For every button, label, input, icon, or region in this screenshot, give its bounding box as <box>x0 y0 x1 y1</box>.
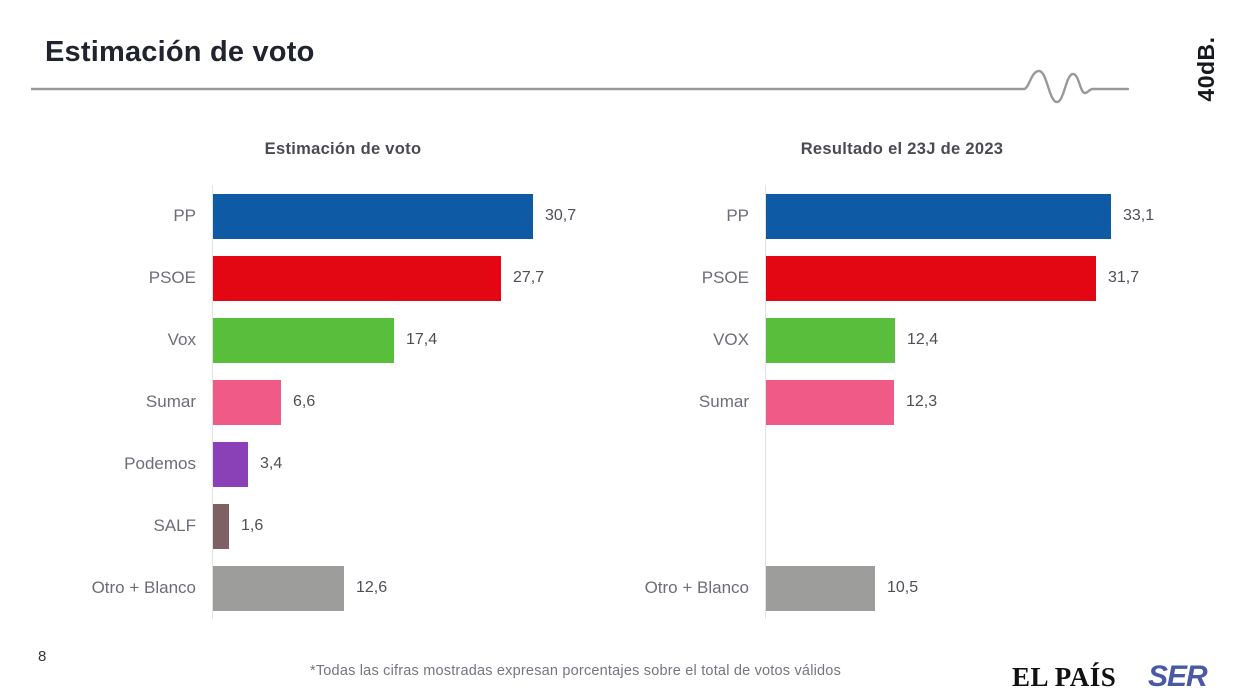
value-label: 1,6 <box>241 517 264 534</box>
bar-otro-blanco <box>212 565 344 611</box>
category-label: Sumar <box>145 392 196 411</box>
category-label: Otro + Blanco <box>91 578 196 597</box>
bar-row-podemos: Podemos 3,4 <box>38 433 648 495</box>
bar-row-psoe: PSOE 27,7 <box>38 247 648 309</box>
bar-salf <box>212 503 229 549</box>
value-label: 30,7 <box>545 207 577 224</box>
bar-row-vox: Vox 17,4 <box>38 309 648 371</box>
bar-row-salf: SALF 1,6 <box>38 495 648 557</box>
brand-40db-logo: 40dB. <box>1193 36 1219 102</box>
plot-area: 12,3 <box>765 371 1213 433</box>
plot-area: 10,5 <box>765 557 1213 619</box>
chart-resultado-23j: Resultado el 23J de 2023 PP 33,1 PSOE 31,7 V… <box>591 138 1213 619</box>
plot-area: 12,4 <box>765 309 1213 371</box>
category-label: Sumar <box>698 392 749 411</box>
bar-pp <box>765 193 1111 239</box>
value-label: 31,7 <box>1108 269 1140 286</box>
category-label: PSOE <box>701 268 749 287</box>
plot-area: 17,4 <box>212 309 648 371</box>
bar-psoe <box>765 255 1096 301</box>
bar-vox <box>765 317 895 363</box>
value-label: 3,4 <box>260 455 283 472</box>
bar-sumar <box>212 379 281 425</box>
bar-row-empty <box>591 495 1213 557</box>
category-label: Vox <box>167 330 196 349</box>
divider-wave-line <box>31 69 1130 104</box>
category-label: Otro + Blanco <box>644 578 749 597</box>
bar-row-sumar: Sumar 6,6 <box>38 371 648 433</box>
elpais-logo: EL PAÍS <box>1012 662 1117 692</box>
plot-area: 33,1 <box>765 185 1213 247</box>
y-axis-line <box>765 185 766 619</box>
ser-logo: SER <box>1148 660 1208 693</box>
bar-row-otro-blanco: Otro + Blanco 10,5 <box>591 557 1213 619</box>
bar-row-pp: PP 30,7 <box>38 185 648 247</box>
plot-area: 6,6 <box>212 371 648 433</box>
category-label: Podemos <box>124 454 196 473</box>
plot-area: 3,4 <box>212 433 648 495</box>
value-label: 12,4 <box>907 331 939 348</box>
bar-rows: PP 33,1 PSOE 31,7 VOX 12,4 Sumar 12,3 Otro + Bla… <box>591 185 1213 619</box>
category-label: PP <box>173 206 196 225</box>
bar-pp <box>212 193 533 239</box>
bar-row-otro-blanco: Otro + Blanco 12,6 <box>38 557 648 619</box>
category-label: PP <box>726 206 749 225</box>
plot-area: 27,7 <box>212 247 648 309</box>
page-number: 8 <box>38 648 47 665</box>
footnote: *Todas las cifras mostradas expresan por… <box>310 663 842 679</box>
plot-area: 30,7 <box>212 185 648 247</box>
value-label: 17,4 <box>406 331 438 348</box>
plot-area <box>765 433 1213 495</box>
value-label: 12,3 <box>906 393 938 410</box>
category-label: PSOE <box>148 268 196 287</box>
bar-row-vox: VOX 12,4 <box>591 309 1213 371</box>
plot-area: 1,6 <box>212 495 648 557</box>
value-label: 27,7 <box>513 269 545 286</box>
category-label: VOX <box>713 330 749 349</box>
value-label: 33,1 <box>1123 207 1155 224</box>
chart-estimacion-de-voto: Estimación de voto PP 30,7 PSOE 27,7 Vox 17,4… <box>38 138 648 619</box>
plot-area: 12,6 <box>212 557 648 619</box>
chart-title: Estimación de voto <box>264 140 422 158</box>
bar-otro-blanco <box>765 565 875 611</box>
value-label: 6,6 <box>293 393 316 410</box>
chart-title: Resultado el 23J de 2023 <box>800 140 1004 158</box>
plot-area <box>765 495 1213 557</box>
bar-podemos <box>212 441 248 487</box>
bar-rows: PP 30,7 PSOE 27,7 Vox 17,4 Sumar 6,6 Podemos 3,4 S… <box>38 185 648 619</box>
bar-sumar <box>765 379 894 425</box>
y-axis-line <box>212 185 213 619</box>
page-title: Estimación de voto <box>45 36 315 68</box>
value-label: 10,5 <box>887 579 919 596</box>
category-label: SALF <box>153 516 196 535</box>
bar-row-sumar: Sumar 12,3 <box>591 371 1213 433</box>
bar-row-psoe: PSOE 31,7 <box>591 247 1213 309</box>
bar-row-empty <box>591 433 1213 495</box>
value-label: 12,6 <box>356 579 388 596</box>
bar-vox <box>212 317 394 363</box>
bar-psoe <box>212 255 501 301</box>
bar-row-pp: PP 33,1 <box>591 185 1213 247</box>
plot-area: 31,7 <box>765 247 1213 309</box>
